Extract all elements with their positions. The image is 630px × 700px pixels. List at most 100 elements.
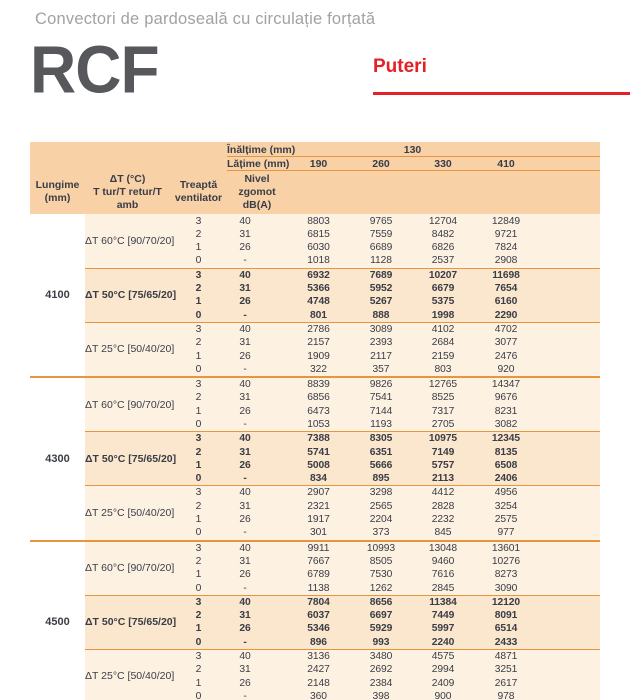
cell-putere: 834	[310, 473, 327, 485]
cell-putere: 3251	[494, 664, 518, 676]
cell-putere: 5267	[369, 296, 393, 308]
cell-putere: 900	[434, 690, 452, 700]
cell-putere: 8091	[494, 610, 518, 622]
cell-treapta: 1	[195, 296, 202, 308]
cell-putere: 6789	[307, 569, 330, 581]
cell-putere: 2159	[431, 350, 455, 362]
cell-zgomot: 26	[239, 296, 251, 308]
cell-zgomot: 31	[239, 446, 251, 458]
cell-treapta: 2	[195, 610, 202, 622]
cell-zgomot: 40	[239, 215, 251, 227]
cell-putere: 8273	[494, 569, 518, 581]
cell-putere: 3090	[494, 582, 518, 594]
deltat-section: ΔT 60°C [90/70/20] 3 40 8839 9826 12765 14347 2…	[85, 377, 600, 432]
cell-putere: 3136	[307, 651, 330, 663]
cell-putere: 8505	[369, 555, 393, 567]
cell-putere: 1138	[307, 582, 330, 594]
cell-zgomot: 26	[239, 459, 251, 471]
cell-putere: 896	[310, 636, 327, 648]
cell-putere: 10276	[491, 555, 521, 567]
cell-zgomot: 40	[239, 487, 251, 499]
header-col-zgomot: Nivel zgomot dB(A)	[238, 173, 276, 211]
cell-treapta: 2	[195, 392, 202, 404]
cell-zgomot: -	[243, 636, 247, 648]
cell-putere: 3298	[369, 487, 393, 499]
cell-treapta: 0	[195, 690, 202, 700]
cell-putere: 8656	[369, 596, 393, 608]
cell-putere: 3480	[369, 651, 393, 663]
cell-putere: 360	[310, 690, 327, 700]
cell-putere: 373	[372, 527, 390, 539]
cell-zgomot: 31	[239, 228, 251, 240]
cell-treapta: 1	[195, 623, 202, 635]
section-title-underline	[373, 92, 630, 95]
cell-putere: 801	[310, 309, 327, 321]
table-header: Înălțime (mm) 130 Lățime (mm) 190 260 33…	[30, 142, 600, 215]
deltat-label: ΔT 25°C [50/40/20]	[85, 670, 175, 683]
cell-putere: 6030	[307, 242, 330, 254]
product-code: RCF	[30, 32, 160, 107]
cell-treapta: 2	[195, 337, 202, 349]
cell-putere: 322	[310, 363, 327, 375]
cell-putere: 993	[372, 636, 390, 648]
header-col-deltat: ΔT (°C) T tur/T retur/T amb	[93, 173, 162, 211]
deltat-label: ΔT 25°C [50/40/20]	[85, 343, 175, 356]
cell-putere: 13048	[428, 542, 458, 554]
cell-putere: 2828	[431, 500, 455, 512]
cell-zgomot: -	[243, 255, 247, 267]
cell-zgomot: 31	[239, 392, 251, 404]
cell-putere: 1018	[307, 255, 330, 267]
cell-treapta: 1	[195, 569, 202, 581]
length-block-4100: 4100 ΔT 60°C [90/70/20] 3 40 8803 9765 12704 12…	[30, 214, 600, 376]
deltat-label: ΔT 60°C [90/70/20]	[85, 398, 175, 411]
cell-putere: 6815	[307, 228, 330, 240]
header-col-lungime: Lungime (mm)	[35, 179, 80, 205]
cell-putere: 7616	[431, 569, 455, 581]
cell-putere: 5008	[307, 459, 330, 471]
cell-zgomot: 26	[239, 242, 251, 254]
cell-putere: 7689	[369, 269, 393, 281]
cell-putere: 9721	[494, 228, 518, 240]
cell-treapta: 0	[195, 473, 202, 485]
cell-putere: 8803	[307, 215, 330, 227]
page-subtitle: Convectori de pardoseală cu circulație f…	[35, 10, 376, 28]
cell-putere: 7530	[369, 569, 393, 581]
cell-putere: 9765	[369, 215, 393, 227]
deltat-section: ΔT 60°C [90/70/20] 3 40 9911 10993 13048 13601…	[85, 541, 600, 595]
cell-putere: 4412	[431, 487, 455, 499]
cell-treapta: 0	[195, 582, 202, 594]
header-spacer	[538, 142, 600, 157]
cell-putere: 9460	[431, 555, 455, 567]
cell-zgomot: 26	[239, 569, 251, 581]
cell-putere: 2113	[432, 473, 454, 485]
cell-putere: 9826	[369, 379, 393, 391]
cell-putere: 6826	[431, 242, 455, 254]
cell-putere: 6689	[369, 242, 393, 254]
cell-zgomot: 40	[239, 596, 251, 608]
cell-putere: 2433	[494, 636, 518, 648]
cell-treapta: 1	[195, 350, 202, 362]
cell-treapta: 1	[195, 459, 202, 471]
cell-putere: 1193	[370, 418, 392, 430]
cell-putere: 6351	[369, 446, 393, 458]
cell-putere: 4956	[494, 487, 518, 499]
cell-putere: 2232	[431, 514, 455, 526]
cell-putere: 12765	[428, 379, 458, 391]
cell-putere: 2384	[369, 677, 393, 689]
cell-putere: 2117	[370, 350, 392, 362]
cell-zgomot: 31	[239, 337, 251, 349]
cell-putere: 11698	[492, 269, 520, 281]
cell-zgomot: -	[243, 527, 247, 539]
cell-putere: 2476	[494, 350, 518, 362]
cell-zgomot: 31	[239, 283, 251, 295]
cell-putere: 10975	[428, 433, 458, 445]
cell-treapta: 3	[195, 542, 202, 554]
cell-putere: 2907	[307, 487, 330, 499]
cell-zgomot: 26	[239, 514, 251, 526]
cell-putere: 3077	[494, 337, 518, 349]
deltat-section: ΔT 25°C [50/40/20] 3 40 2786 3089 4102 4702 2 31…	[85, 321, 600, 376]
cell-treapta: 3	[195, 215, 202, 227]
cell-putere: 5997	[431, 623, 455, 635]
cell-putere: 5366	[307, 283, 330, 295]
cell-zgomot: 40	[239, 269, 251, 281]
